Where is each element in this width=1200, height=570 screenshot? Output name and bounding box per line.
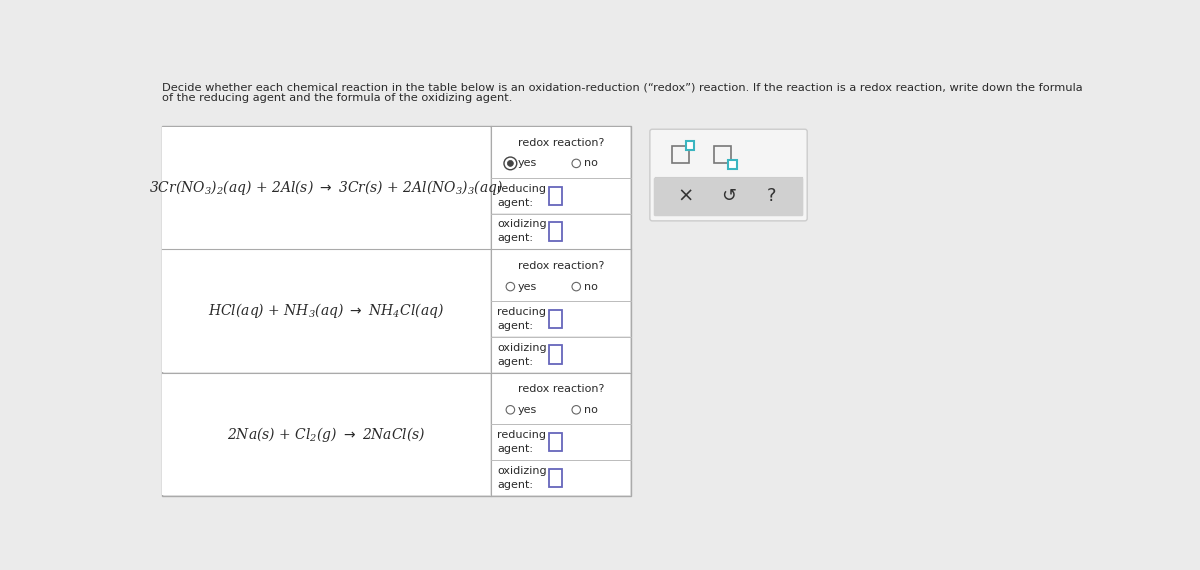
- Bar: [550, 186, 562, 205]
- Text: 2Na(s) + Cl$\mathregular{_2}$(g) $\rightarrow$ 2NaCl(s): 2Na(s) + Cl$\mathregular{_2}$(g) $\right…: [227, 425, 426, 443]
- Circle shape: [572, 406, 581, 414]
- Bar: [685, 141, 694, 149]
- Bar: [492, 250, 630, 301]
- Text: HCl(aq) + NH$\mathregular{_3}$(aq) $\rightarrow$ NH$\mathregular{_4}$Cl(aq): HCl(aq) + NH$\mathregular{_3}$(aq) $\rig…: [209, 302, 444, 320]
- Text: redox reaction?: redox reaction?: [517, 261, 604, 271]
- Text: no: no: [584, 405, 598, 415]
- Circle shape: [508, 160, 514, 166]
- Text: ?: ?: [767, 187, 776, 205]
- Bar: [492, 178, 630, 213]
- Text: oxidizing
agent:: oxidizing agent:: [497, 343, 547, 367]
- Bar: [492, 425, 630, 459]
- Bar: [714, 146, 731, 164]
- Text: yes: yes: [518, 282, 538, 292]
- Bar: [550, 433, 562, 451]
- Bar: [492, 127, 630, 177]
- Text: of the reducing agent and the formula of the oxidizing agent.: of the reducing agent and the formula of…: [162, 93, 512, 103]
- Text: no: no: [584, 158, 598, 168]
- Bar: [492, 337, 630, 372]
- Circle shape: [506, 282, 515, 291]
- Bar: [672, 146, 689, 164]
- Bar: [550, 222, 562, 241]
- Bar: [162, 250, 491, 372]
- Bar: [550, 469, 562, 487]
- Bar: [162, 127, 491, 249]
- Text: redox reaction?: redox reaction?: [517, 384, 604, 394]
- Text: reducing
agent:: reducing agent:: [497, 184, 546, 207]
- Text: ×: ×: [678, 186, 694, 206]
- Text: Decide whether each chemical reaction in the table below is an oxidation-reducti: Decide whether each chemical reaction in…: [162, 82, 1082, 92]
- Bar: [492, 214, 630, 249]
- Bar: [162, 373, 491, 495]
- FancyBboxPatch shape: [650, 129, 808, 221]
- Text: reducing
agent:: reducing agent:: [497, 430, 546, 454]
- Bar: [492, 302, 630, 336]
- Bar: [492, 373, 630, 424]
- Text: yes: yes: [518, 405, 538, 415]
- Text: ↺: ↺: [721, 187, 736, 205]
- Circle shape: [572, 282, 581, 291]
- Text: oxidizing
agent:: oxidizing agent:: [497, 219, 547, 243]
- Text: reducing
agent:: reducing agent:: [497, 307, 546, 331]
- Text: no: no: [584, 282, 598, 292]
- Bar: [162, 126, 630, 496]
- FancyBboxPatch shape: [654, 178, 803, 216]
- Bar: [728, 160, 737, 169]
- Circle shape: [506, 406, 515, 414]
- Bar: [550, 345, 562, 364]
- Text: yes: yes: [518, 158, 538, 168]
- Text: oxidizing
agent:: oxidizing agent:: [497, 466, 547, 490]
- Text: redox reaction?: redox reaction?: [517, 138, 604, 148]
- Text: 3Cr$\mathregular{(NO_3)_2}$(aq) + 2Al(s) $\rightarrow$ 3Cr(s) + 2Al$\mathregular: 3Cr$\mathregular{(NO_3)_2}$(aq) + 2Al(s)…: [149, 178, 504, 197]
- Bar: [550, 310, 562, 328]
- Bar: [492, 461, 630, 495]
- Circle shape: [572, 159, 581, 168]
